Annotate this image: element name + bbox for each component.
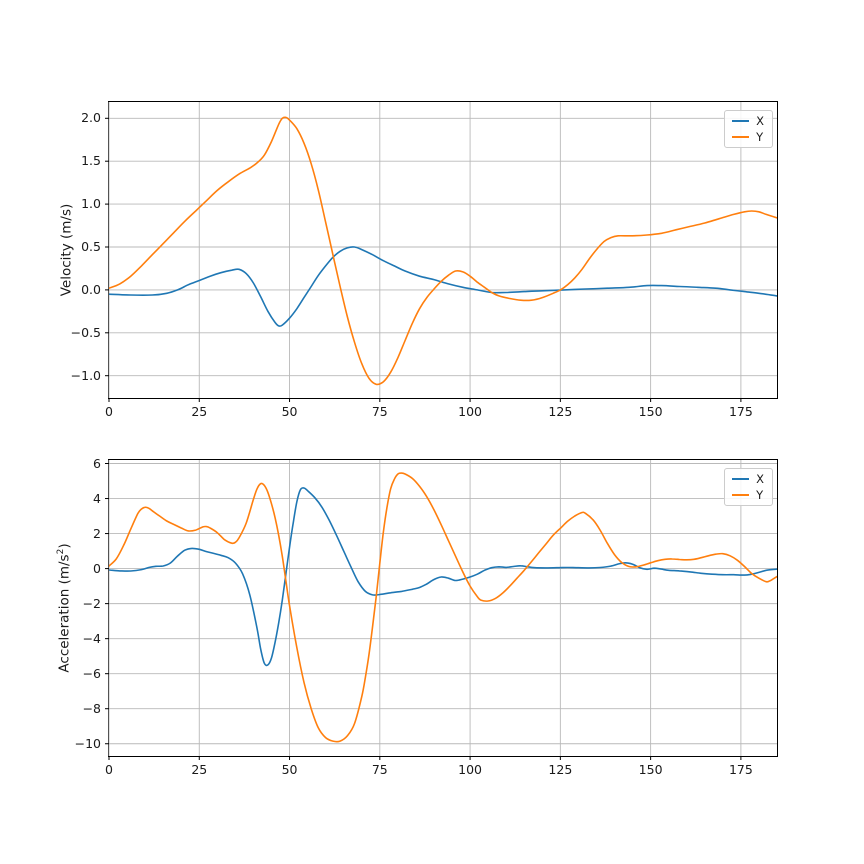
x-tick-label: 100 [458, 762, 483, 777]
y-tick-label: −8 [82, 700, 101, 716]
y-tick-label: 0.0 [81, 281, 101, 297]
y-series-line-swatch [732, 493, 750, 496]
y-tick-label: 1.0 [81, 195, 101, 211]
velocity-plot-canvas [105, 102, 777, 402]
legend-label-y: Y [756, 487, 764, 502]
x-tick-label: 75 [371, 404, 388, 419]
series-line-x [109, 246, 777, 328]
legend-item-x: X [732, 115, 764, 128]
y-tick-label: −1.0 [70, 367, 101, 383]
legend-label-x: X [756, 114, 764, 128]
y-tick-label: 4 [93, 490, 101, 506]
y-series-line-swatch [732, 135, 750, 138]
x-tick-label: 125 [548, 762, 573, 777]
acceleration-plot: X Y 0 25 50 75 100 125 150 175 6 4 2 0 −2 −4 −6 −8 −10 [75, 457, 778, 776]
x-tick-label: 0 [105, 404, 113, 419]
velocity-y-axis-label-text: Velocity (m/s) [58, 203, 75, 297]
x-tick-label: 175 [728, 762, 753, 777]
y-tick-label: 6 [93, 455, 101, 471]
acceleration-legend: X Y [724, 468, 773, 507]
legend-label-y: Y [756, 129, 764, 144]
x-tick-label: 150 [638, 762, 663, 777]
legend-item-y: Y [732, 487, 764, 502]
x-tick-label: 25 [191, 404, 208, 419]
y-tick-label: 0.5 [81, 238, 101, 254]
x-tick-label: 125 [548, 404, 573, 419]
x-tick-label: 25 [191, 762, 208, 777]
x-tick-label: 50 [281, 404, 298, 419]
x-series-line-swatch [732, 120, 750, 123]
y-tick-label: 2 [93, 525, 101, 541]
x-tick-label: 50 [281, 762, 298, 777]
x-tick-label: 75 [371, 762, 388, 777]
legend-item-x: X [732, 473, 764, 486]
x-tick-label: 0 [105, 762, 113, 777]
series-line-y [109, 116, 777, 386]
legend-item-y: Y [732, 129, 764, 144]
acceleration-y-axis-label-post: ) [56, 543, 73, 549]
legend-label-x: X [756, 472, 764, 486]
y-tick-label: −0.5 [70, 324, 101, 340]
acceleration-plot-canvas [105, 460, 777, 760]
x-series-line-swatch [732, 478, 750, 481]
x-tick-label: 100 [458, 404, 483, 419]
series-line-x [109, 487, 777, 667]
series-line-y [109, 472, 777, 743]
y-tick-label: −2 [82, 595, 101, 611]
y-tick-label: 0 [93, 560, 101, 576]
acceleration-y-axis-label-sup: 2 [55, 548, 66, 555]
y-tick-label: 1.5 [81, 152, 101, 168]
y-tick-label: −6 [82, 665, 101, 681]
acceleration-y-axis-label: Acceleration (m/s2) [56, 543, 73, 672]
velocity-legend: X Y [724, 110, 773, 149]
velocity-y-axis-label: Velocity (m/s) [58, 203, 75, 297]
y-tick-label: −4 [82, 630, 101, 646]
acceleration-y-axis-label-text: Acceleration (m/s [56, 554, 73, 673]
x-tick-label: 175 [728, 404, 753, 419]
velocity-plot: X Y 0 25 50 75 100 125 150 175 2.0 1.5 1.0 0.5 0.0 −0… [71, 101, 778, 418]
y-tick-label: −10 [74, 735, 101, 751]
y-tick-label: 2.0 [81, 110, 101, 126]
x-tick-label: 150 [638, 404, 663, 419]
